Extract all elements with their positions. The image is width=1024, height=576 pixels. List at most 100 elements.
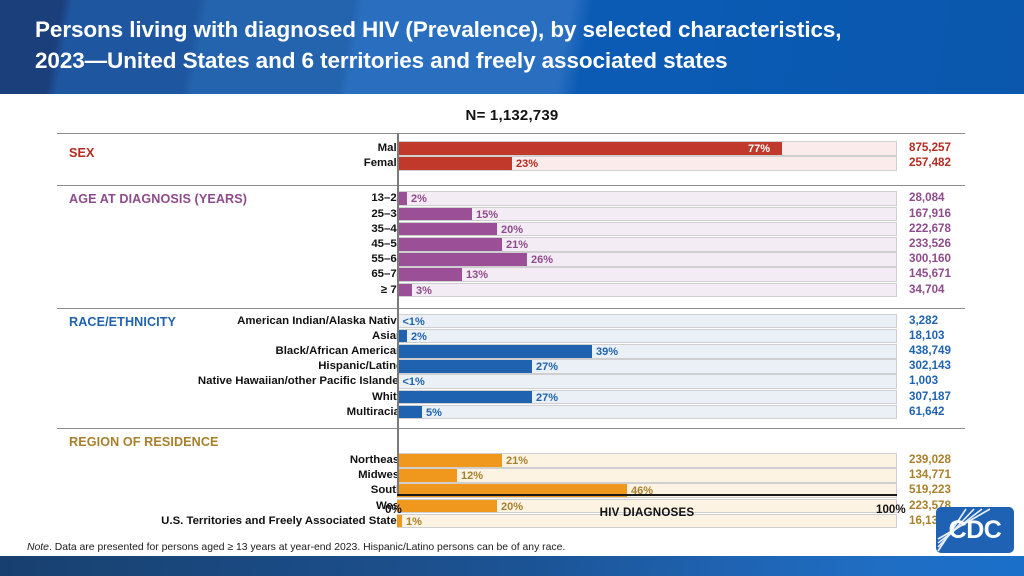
bottom-bar [0,556,1024,576]
bar-track: 12% [397,468,897,483]
category-label: 25–34 [371,207,403,220]
count-value: 307,187 [909,389,951,403]
bar [397,484,627,497]
count-value: 34,704 [909,282,945,296]
bar [397,390,532,404]
bar [397,514,402,528]
category-label: American Indian/Alaska Native [237,314,403,327]
bar-percent-label: 39% [596,346,619,359]
bar [397,405,422,419]
bar-percent-label: 20% [501,500,524,513]
count-value: 438,749 [909,344,951,358]
count-value: 519,223 [909,483,951,497]
chart-row: American Indian/Alaska Native <1% 3,282 [57,313,965,329]
chart-row: Female 23% 257,482 [57,156,965,171]
count-value: 300,160 [909,252,951,266]
chart-row: Asian 2% 18,103 [57,328,965,344]
chart-row: West 20% 223,578 [57,498,965,514]
count-value: 134,771 [909,468,951,482]
axis-baseline [397,494,897,497]
count-value: 145,671 [909,267,951,281]
section-label: RACE/ETHNICITY [69,314,177,329]
chart-section: RACE/ETHNICITY American Indian/Alaska Nat… [57,307,965,428]
footnote-prefix: Note [27,542,49,553]
chart-section-inner: SEX Male 77% 875,257 Female 23% 257,482 [57,134,965,185]
axis-zero-line [397,133,399,495]
chart-row: 35–44 20% 222,678 [57,221,965,237]
chart-body: SEX Male 77% 875,257 Female 23% 257,482 AGE AT … [57,133,965,529]
category-label: 45–54 [371,237,403,250]
bar-track: 2% [397,328,897,344]
footnote-text: . Data are presented for persons aged ≥ … [48,542,566,553]
chart-row: White 27% 307,187 [57,389,965,405]
bar-track: 20% [397,221,897,237]
bar-percent-label: 46% [631,485,654,498]
bar [397,499,497,513]
count-value: 61,642 [909,404,945,418]
category-label: Native Hawaiian/other Pacific Islander [197,375,403,388]
chart-row: 65–74 13% 145,671 [57,267,965,282]
chart-section-inner: REGION OF RESIDENCE Northeast 21% 239,028 Mi… [57,429,965,533]
bar-percent-label: 77% [748,143,771,155]
chart-section-inner: AGE AT DIAGNOSIS (YEARS) 13–24 2% 28,084 25–… [57,186,965,307]
category-label: 35–44 [371,222,403,235]
section-label: AGE AT DIAGNOSIS (YEARS) [69,192,248,207]
count-value: 3,282 [909,313,939,327]
bar-percent-label: 27% [536,391,559,404]
section-label: SEX [69,146,95,160]
count-value: 167,916 [909,206,951,220]
category-label: Female [363,157,403,170]
bar-percent-label: 20% [501,223,524,236]
footnote: Note. Data are presented for persons age… [27,542,565,553]
bar [397,469,457,482]
count-value: 302,143 [909,359,951,373]
chart-row: Midwest 12% 134,771 [57,468,965,483]
chart-row: Hispanic/Latino 27% 302,143 [57,359,965,374]
bar [397,157,512,170]
category-label: West [375,499,403,512]
count-value: 875,257 [909,141,951,154]
bar [397,142,782,155]
chart-row: 55–64 26% 300,160 [57,252,965,267]
bar-track: 23% [397,156,897,171]
chart-row: Black/African American 39% 438,749 [57,344,965,359]
total-count-label: N= 1,132,739 [465,107,559,124]
bar [397,283,412,297]
chart-section: REGION OF RESIDENCE Northeast 21% 239,028 Mi… [57,428,965,533]
category-label: Multiracial [346,405,403,418]
category-label: Northeast [349,454,403,466]
axis-tick-100: 100% [876,503,906,516]
bar-track: 15% [397,206,897,222]
chart-section: SEX Male 77% 875,257 Female 23% 257,482 [57,133,965,185]
page-title-line2: 2023—United States and 6 territories and… [35,48,728,74]
category-label: Black/African American [275,345,403,358]
category-label: Midwest [358,469,403,482]
bar [397,253,527,266]
bar-track: 5% [397,404,897,420]
bar-percent-label: 12% [461,470,484,483]
bar-percent-label: 2% [411,330,427,343]
axis-tick-0: 0% [385,503,402,516]
chart-row: 45–54 21% 233,526 [57,236,965,252]
chart-row: 25–34 15% 167,916 [57,206,965,222]
bar [397,454,502,467]
bar-percent-label: <1% [402,315,425,328]
bar-percent-label: 26% [531,254,554,267]
cdc-logo: CDC [936,507,1014,553]
count-value: 28,084 [909,191,945,205]
bar [397,345,592,358]
chart-row: ≥ 75 3% 34,704 [57,282,965,298]
chart-section: AGE AT DIAGNOSIS (YEARS) 13–24 2% 28,084 25–… [57,185,965,307]
bar-track: 20% [397,498,897,514]
category-label: Male [377,142,403,154]
bar-track: 39% [397,344,897,359]
bar-percent-label: 15% [476,208,499,221]
bar-percent-label: 5% [426,406,442,419]
page-title-line1: Persons living with diagnosed HIV (Preva… [35,17,842,42]
bar-percent-label: 1% [406,515,422,528]
bar-percent-label: 2% [411,193,427,206]
chart-row: Multiracial 5% 61,642 [57,404,965,420]
chart-row: Northeast 21% 239,028 [57,453,965,468]
bar [397,268,462,281]
count-value: 257,482 [909,156,951,170]
